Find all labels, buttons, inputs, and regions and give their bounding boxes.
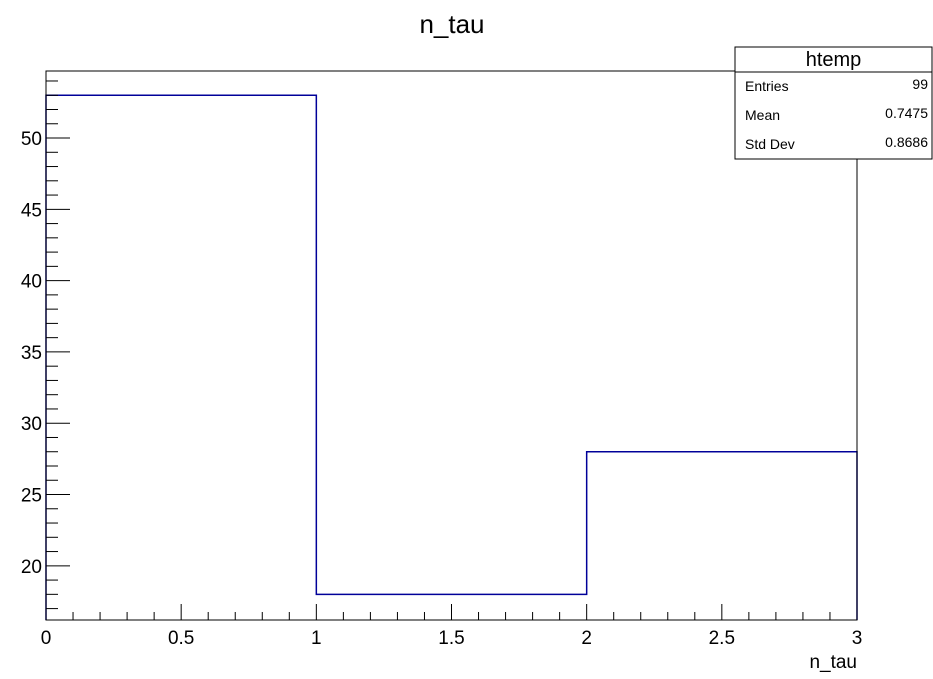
histogram-bin [46, 95, 316, 620]
y-tick-label: 25 [21, 486, 42, 507]
x-tick-label: 1.5 [438, 628, 464, 649]
x-tick-label: 3 [852, 628, 863, 649]
x-tick-label: 2 [581, 628, 592, 649]
y-tick-label: 35 [21, 343, 42, 364]
y-axis: 20 25 30 35 40 45 50 [21, 80, 70, 610]
stats-box-title: htemp [806, 49, 862, 71]
y-tick-label: 30 [21, 414, 42, 435]
stats-row-value: 99 [912, 76, 928, 92]
stats-row-label: Mean [745, 107, 780, 123]
y-tick-label: 20 [21, 557, 42, 578]
y-tick-label: 50 [21, 129, 42, 150]
stats-row-value: 0.8686 [885, 134, 928, 150]
x-axis: 0 0.5 1 1.5 2 2.5 3 [41, 604, 863, 649]
stats-row-label: Entries [745, 78, 789, 94]
stats-row-value: 0.7475 [885, 105, 928, 121]
y-tick-label: 45 [21, 200, 42, 221]
y-tick-label: 40 [21, 272, 42, 293]
x-axis-label: n_tau [809, 652, 857, 673]
x-tick-label: 2.5 [709, 628, 735, 649]
chart-title: n_tau [419, 9, 484, 39]
histogram-bin [587, 452, 857, 620]
stats-box: htemp Entries 99 Mean 0.7475 Std Dev 0.8686 [734, 46, 933, 160]
x-tick-label: 0 [41, 628, 52, 649]
histogram-layer [45, 94, 858, 620]
x-tick-label: 0.5 [168, 628, 194, 649]
stats-box-frame [734, 46, 933, 160]
histogram-outline [45, 94, 858, 620]
stats-row-label: Std Dev [745, 136, 795, 152]
x-tick-label: 1 [311, 628, 322, 649]
